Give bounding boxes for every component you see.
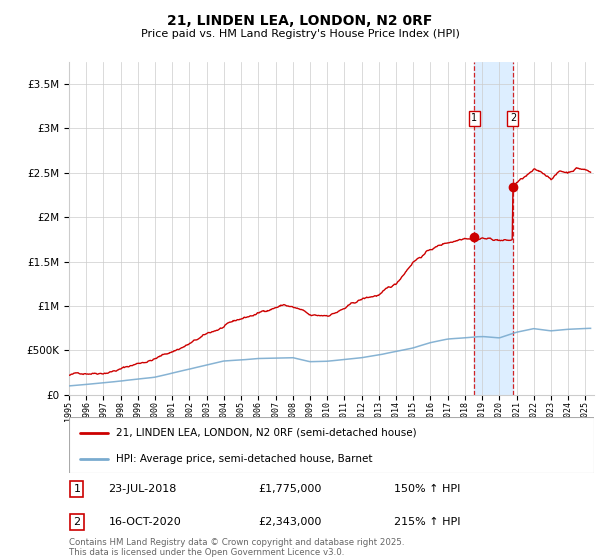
Text: £1,775,000: £1,775,000 [258,484,322,494]
Text: HPI: Average price, semi-detached house, Barnet: HPI: Average price, semi-detached house,… [116,454,373,464]
Text: 1: 1 [73,484,80,494]
Text: 150% ↑ HPI: 150% ↑ HPI [395,484,461,494]
Text: Contains HM Land Registry data © Crown copyright and database right 2025.
This d: Contains HM Land Registry data © Crown c… [69,538,404,557]
Text: 21, LINDEN LEA, LONDON, N2 0RF: 21, LINDEN LEA, LONDON, N2 0RF [167,14,433,28]
Text: 23-JUL-2018: 23-JUL-2018 [109,484,177,494]
Text: £2,343,000: £2,343,000 [258,517,322,527]
Text: Price paid vs. HM Land Registry's House Price Index (HPI): Price paid vs. HM Land Registry's House … [140,29,460,39]
Text: 2: 2 [73,517,80,527]
Text: 1: 1 [472,113,478,123]
Bar [475,62,513,395]
Text: 16-OCT-2020: 16-OCT-2020 [109,517,181,527]
Text: 215% ↑ HPI: 215% ↑ HPI [395,517,461,527]
Text: 2: 2 [510,113,516,123]
Text: 21, LINDEN LEA, LONDON, N2 0RF (semi-detached house): 21, LINDEN LEA, LONDON, N2 0RF (semi-det… [116,428,417,438]
